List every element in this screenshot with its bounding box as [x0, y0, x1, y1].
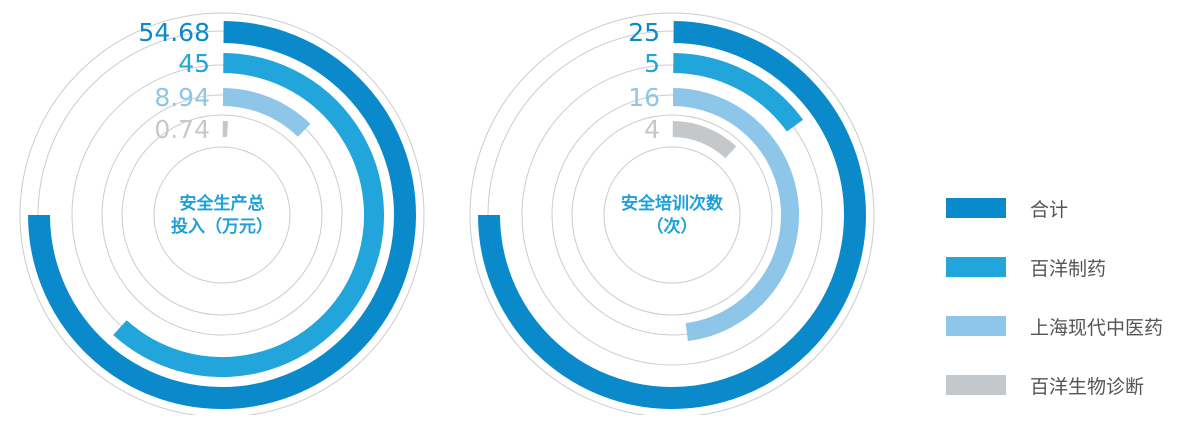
chart-1-center-label-line-2: 投入（万元） [171, 216, 273, 237]
legend-swatch-baiyang-pharma [946, 257, 1006, 277]
chart-2-guide-ring-1 [470, 13, 874, 415]
chart-2-value-label-baiyang-bio: 4 [644, 115, 660, 144]
chart-1-center-label-line-1: 安全生产总 [180, 193, 265, 214]
legend-item-baiyang-bio: 百洋生物诊断 [946, 373, 1163, 397]
chart-1-value-label-baiyang-bio: 0.74 [154, 115, 210, 144]
chart-1-guide-ring-1 [20, 13, 424, 415]
chart-2-bar-baiyang-bio [673, 129, 731, 152]
chart-1-guide-ring-6 [154, 147, 290, 283]
legend: 合计 百洋制药 上海现代中医药 百洋生物诊断 [946, 196, 1163, 432]
legend-swatch-shanghai-tcm [946, 316, 1006, 336]
legend-swatch-total [946, 198, 1006, 218]
chart-2-center-label-line-2: （次） [647, 216, 698, 237]
legend-label-baiyang-bio: 百洋生物诊断 [1030, 372, 1144, 399]
legend-label-shanghai-tcm: 上海现代中医药 [1030, 313, 1163, 340]
legend-label-baiyang-pharma: 百洋制药 [1030, 254, 1106, 281]
chart-1-value-label-baiyang-pharma: 45 [178, 49, 210, 78]
chart-2-guide-ring-5 [572, 115, 772, 315]
chart-2-value-label-total: 25 [628, 18, 660, 47]
legend-swatch-baiyang-bio [946, 375, 1006, 395]
legend-item-baiyang-pharma: 百洋制药 [946, 255, 1163, 279]
legend-item-shanghai-tcm: 上海现代中医药 [946, 314, 1163, 338]
legend-label-total: 合计 [1030, 195, 1068, 222]
chart-1-guide-ring-4 [102, 95, 342, 335]
chart-2-value-label-shanghai-tcm: 16 [628, 83, 660, 112]
chart-2-center-label-line-1: 安全培训次数 [621, 193, 724, 214]
chart-2-bar-total [489, 32, 855, 398]
chart-1-value-label-shanghai-tcm: 8.94 [154, 83, 210, 112]
chart-1-guide-ring-5 [122, 115, 322, 315]
chart-2-value-label-baiyang-pharma: 5 [644, 49, 660, 78]
chart-1-value-label-total: 54.68 [138, 18, 210, 47]
chart-1-bar-shanghai-tcm [223, 97, 304, 130]
chart-1-bar-total [39, 32, 405, 398]
legend-item-total: 合计 [946, 196, 1163, 220]
chart-2-guide-ring-6 [604, 147, 740, 283]
